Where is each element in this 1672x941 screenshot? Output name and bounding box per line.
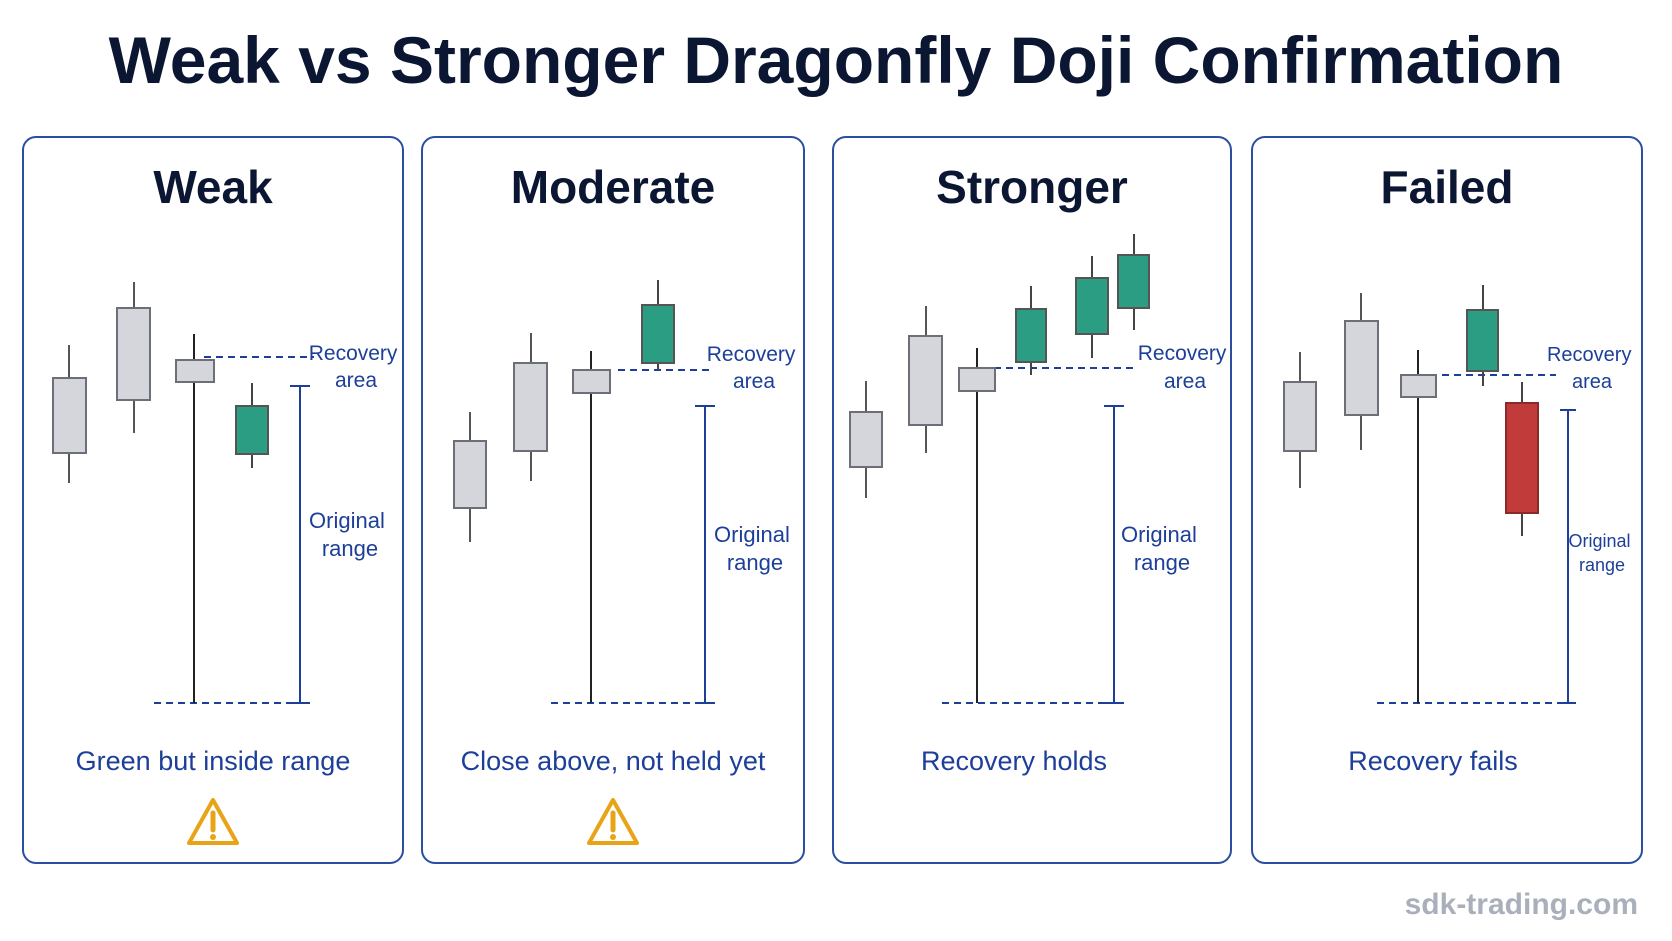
warning-icon xyxy=(587,798,639,845)
panel-title: Moderate xyxy=(510,161,716,213)
original-range-label: Original range xyxy=(1121,522,1203,575)
candle xyxy=(1344,293,1379,450)
bullish-confirmation-candle xyxy=(1075,256,1109,358)
candle xyxy=(116,282,151,433)
panel-failed: Failed Recovery area xyxy=(1251,136,1643,864)
panel-moderate: Moderate Recovery area Original range xyxy=(421,136,805,864)
dragonfly-doji-candle xyxy=(1400,350,1437,703)
panel-weak: Weak Recovery area xyxy=(22,136,404,864)
original-range-label: Original range xyxy=(1568,531,1635,575)
candlestick-diagram: Recovery area Original range xyxy=(453,280,802,704)
bullish-confirmation-candle xyxy=(641,280,675,370)
bullish-confirmation-candle xyxy=(1015,286,1047,375)
bullish-confirmation-candle xyxy=(235,383,269,468)
dragonfly-doji-candle xyxy=(958,348,996,703)
panel-caption: Green but inside range xyxy=(75,746,351,776)
recovery-area-label: Recovery area xyxy=(707,343,802,393)
candle xyxy=(1283,352,1317,488)
page-title: Weak vs Stronger Dragonfly Doji Confirma… xyxy=(108,23,1564,97)
panel-title: Stronger xyxy=(936,161,1128,213)
candlestick-diagram: Recovery area Original range xyxy=(52,282,404,704)
original-range-label: Original range xyxy=(714,522,796,575)
candlestick-diagram: Recovery area Original range xyxy=(849,234,1232,704)
candlestick-diagram: Recovery area Original range xyxy=(1283,285,1637,704)
dragonfly-doji-candle xyxy=(572,351,611,703)
recovery-area-label: Recovery area xyxy=(309,342,404,392)
original-range-label: Original range xyxy=(309,508,391,561)
bullish-confirmation-candle xyxy=(1117,234,1150,330)
dragonfly-doji-candle xyxy=(175,334,215,703)
panel-stronger: Stronger Recovery xyxy=(832,136,1232,864)
candle xyxy=(513,333,548,481)
panel-caption: Recovery fails xyxy=(1348,746,1518,776)
candle xyxy=(849,381,883,498)
panel-caption: Recovery holds xyxy=(920,746,1108,776)
bullish-candle xyxy=(1466,285,1499,386)
candle xyxy=(52,345,87,483)
panel-title: Failed xyxy=(1380,161,1514,213)
watermark: sdk-trading.com xyxy=(1404,888,1638,921)
candle xyxy=(908,306,943,453)
recovery-area-label: Recovery area xyxy=(1547,344,1637,393)
panel-title: Weak xyxy=(153,161,273,213)
panel-caption: Close above, not held yet xyxy=(460,746,766,776)
bearish-failure-candle xyxy=(1505,382,1539,536)
warning-icon xyxy=(187,798,239,845)
candle xyxy=(453,412,487,542)
recovery-area-label: Recovery area xyxy=(1138,342,1232,393)
